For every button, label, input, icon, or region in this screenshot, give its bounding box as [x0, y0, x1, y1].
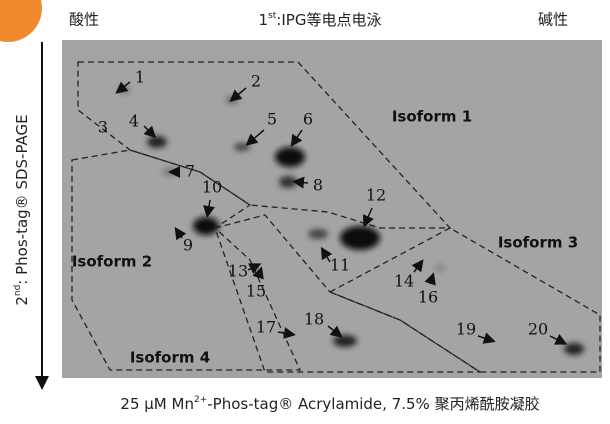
- gel: [62, 40, 602, 378]
- figure: 酸性 1st:IPG等电点电泳 碱性 2nd: Phos-tag® SDS-PA…: [0, 0, 610, 420]
- caption: 25 μM Mn2+-Phos-tag® Acrylamide, 7.5% 聚丙…: [120, 395, 539, 413]
- spot-label: 11: [330, 256, 350, 275]
- spot-label: 20: [528, 320, 548, 339]
- spot-label: 10: [202, 178, 222, 197]
- spot-label: 6: [303, 110, 313, 129]
- arrow-head: [35, 376, 49, 390]
- spot-label: 19: [456, 320, 476, 339]
- isoform-label: Isoform 4: [130, 349, 210, 367]
- spot-label: 18: [304, 310, 324, 329]
- spot-label: 15: [246, 282, 266, 301]
- spot-label: 4: [129, 112, 139, 131]
- isoform-label: Isoform 3: [498, 234, 578, 252]
- first-dim-label: 1st:IPG等电点电泳: [259, 11, 382, 29]
- spot-label: 1: [135, 68, 145, 87]
- acidic-label: 酸性: [69, 11, 99, 29]
- spot-label: 13: [228, 262, 248, 281]
- page: {"header": {"left": "酸性", "center": {"ma…: [0, 0, 610, 420]
- basic-label: 碱性: [538, 11, 568, 29]
- spot-label: 7: [185, 162, 195, 181]
- spot-label: 12: [366, 186, 386, 205]
- spot-label: 9: [183, 236, 193, 255]
- isoform-label: Isoform 1: [392, 108, 472, 126]
- isoform-label: Isoform 2: [72, 253, 152, 271]
- spot-label: 17: [256, 318, 276, 337]
- spot-label: 5: [267, 110, 277, 129]
- spot-label: 2: [251, 72, 261, 91]
- corner-badge: [0, 0, 42, 42]
- spot-arrow: [298, 182, 308, 183]
- second-dim-label: 2nd: Phos-tag® SDS-PAGE: [13, 114, 31, 305]
- spot-label: 3: [98, 118, 108, 137]
- spot-label: 16: [418, 288, 438, 307]
- spot-label: 14: [394, 272, 414, 291]
- spot-label: 8: [313, 176, 323, 195]
